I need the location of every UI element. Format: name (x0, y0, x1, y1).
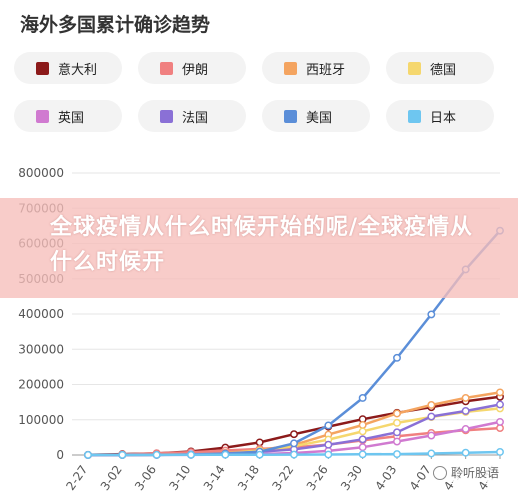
legend-item[interactable]: 法国 (138, 100, 246, 132)
data-point (324, 421, 333, 430)
data-point (393, 437, 401, 446)
legend-item[interactable]: 德国 (386, 52, 494, 84)
data-point (255, 438, 264, 447)
legend-item[interactable]: 美国 (262, 100, 370, 132)
data-point (290, 430, 298, 439)
data-point (255, 450, 264, 459)
y-tick-label: 300000 (18, 342, 64, 356)
watermark-label: 聆听股语 (450, 466, 499, 480)
legend-item[interactable]: 英国 (14, 100, 122, 132)
legend-label: 意大利 (58, 62, 98, 78)
data-point (427, 412, 436, 421)
legend-swatch (36, 61, 49, 75)
x-tick-label: 3-18 (235, 463, 262, 493)
data-point (393, 428, 401, 437)
data-point (324, 440, 333, 449)
x-tick-label: 3-06 (132, 463, 159, 493)
legend-label: 英国 (58, 110, 85, 126)
data-point (358, 394, 367, 402)
legend-swatch (160, 109, 173, 123)
legend-label: 伊朗 (182, 62, 209, 78)
watermark: 聆听股语 (429, 463, 502, 482)
legend-item[interactable]: 意大利 (14, 52, 122, 84)
legend-label: 日本 (430, 110, 457, 126)
y-tick-label: 400000 (18, 307, 64, 321)
legend-item[interactable]: 日本 (386, 100, 494, 132)
wechat-icon (432, 465, 447, 480)
data-point (358, 421, 367, 429)
y-tick-label: 200000 (18, 378, 64, 392)
data-point (290, 450, 298, 459)
legend-swatch (408, 109, 421, 123)
legend-swatch (284, 109, 297, 123)
legend-label: 美国 (306, 110, 333, 126)
legend-swatch (160, 61, 173, 75)
data-point (461, 425, 470, 433)
data-point (427, 431, 436, 440)
legend-swatch (36, 109, 49, 123)
x-tick-label: 3-14 (201, 463, 228, 493)
legend-label: 法国 (182, 110, 209, 126)
x-tick-label: 3-02 (98, 463, 125, 493)
data-point (496, 448, 504, 456)
data-point (324, 450, 333, 459)
data-point (461, 407, 470, 415)
x-tick-label: 3-22 (269, 463, 296, 493)
overlay-banner (0, 198, 518, 298)
data-point (290, 439, 298, 448)
data-point (496, 417, 504, 426)
data-point (84, 450, 92, 459)
x-tick-label: 4-03 (372, 463, 399, 493)
legend-label: 西班牙 (306, 62, 346, 78)
data-point (393, 409, 401, 418)
y-tick-label: 800000 (18, 166, 64, 180)
x-tick-label: 3-10 (166, 463, 193, 493)
x-tick-label: 3-30 (338, 463, 365, 493)
data-point (427, 449, 436, 458)
data-point (118, 450, 127, 459)
data-point (461, 448, 470, 457)
data-point (358, 443, 367, 452)
data-point (496, 400, 504, 409)
data-point (461, 393, 470, 402)
x-tick-label: 2-27 (63, 463, 90, 493)
data-point (358, 435, 367, 444)
legend-swatch (284, 61, 297, 75)
x-tick-label: 3-26 (304, 463, 331, 493)
legend-item[interactable]: 西班牙 (262, 52, 370, 84)
y-tick-label: 100000 (18, 413, 64, 427)
chart-title: 海外多国累计确诊趋势 (20, 14, 211, 36)
data-point (152, 450, 161, 459)
legend-item[interactable]: 伊朗 (138, 52, 246, 84)
data-point (393, 353, 401, 362)
data-point (358, 427, 367, 436)
legend-label: 德国 (430, 62, 457, 78)
data-point (427, 401, 436, 409)
legend-swatch (408, 61, 421, 75)
data-point (393, 450, 401, 459)
data-point (496, 388, 504, 397)
y-tick-label: 0 (56, 448, 64, 462)
data-point (358, 450, 367, 459)
banner-text: 全球疫情从什么时候开始的呢/全球疫情从什么时候开 (50, 215, 474, 275)
data-point (221, 450, 230, 459)
data-point (427, 310, 436, 319)
data-point (187, 450, 195, 459)
data-point (393, 418, 401, 427)
